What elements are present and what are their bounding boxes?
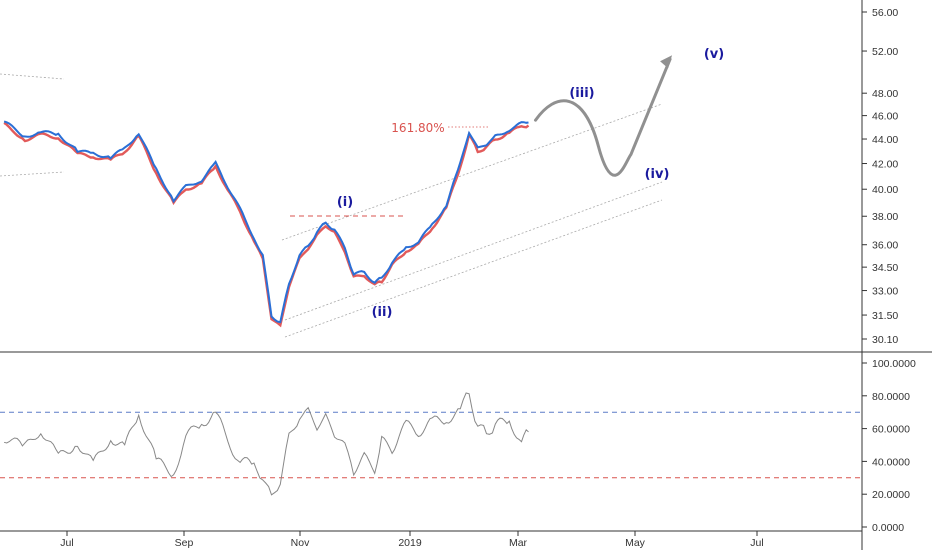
wave-label-4: (iv) [645,167,670,182]
projection-path [533,57,672,177]
price-y-tick-label: 46.00 [872,111,898,123]
osc-y-tick-label: 20.0000 [872,489,910,501]
price-series [3,120,530,328]
price-y-tick-label: 38.00 [872,211,898,223]
wave-label-2: (ii) [372,305,393,320]
oscillator-line [3,392,529,496]
price-y-tick-label: 30.10 [872,334,898,346]
x-tick-label: Mar [509,537,528,549]
projection-arrowhead [660,55,673,69]
fib-extension-label: 161.80% [391,121,444,135]
annotations: (i) (ii) (iii) (iv) (v) 161.80% [337,47,724,320]
trend-channel-line [0,73,65,80]
x-tick-label: Jul [750,537,763,549]
price-y-tick-label: 34.50 [872,262,898,274]
oscillator-series [3,392,529,496]
price-y-tick-label: 56.00 [872,7,898,19]
osc-y-tick-label: 100.0000 [872,358,916,370]
x-tick-label: Sep [175,537,194,549]
price-y-tick-label: 31.50 [872,310,898,322]
x-tick-label: Jul [60,537,73,549]
price-y-tick-label: 40.00 [872,184,898,196]
trend-channel-line [284,199,663,338]
osc-y-tick-label: 40.0000 [872,456,910,468]
price-lower-band [3,121,530,328]
osc-y-tick-label: 0.0000 [872,522,904,534]
channel-lines [0,73,663,338]
osc-y-tick-label: 80.0000 [872,391,910,403]
price-y-tick-label: 33.00 [872,286,898,298]
trend-channel-line [0,171,65,177]
price-y-tick-label: 44.00 [872,134,898,146]
x-tick-label: Nov [291,537,310,549]
price-y-tick-label: 52.00 [872,46,898,58]
price-y-tick-label: 48.00 [872,88,898,100]
trend-channel-line [284,181,663,321]
x-tick-label: 2019 [398,537,422,549]
osc-y-tick-label: 60.0000 [872,424,910,436]
trend-channel-line [281,103,663,241]
price-y-tick-label: 36.00 [872,240,898,252]
price-y-tick-label: 42.00 [872,159,898,171]
wave-label-1: (i) [337,195,353,210]
x-tick-label: May [625,537,646,549]
wave-label-3: (iii) [569,86,594,101]
wave-label-5: (v) [704,47,724,62]
price-line [3,120,529,324]
